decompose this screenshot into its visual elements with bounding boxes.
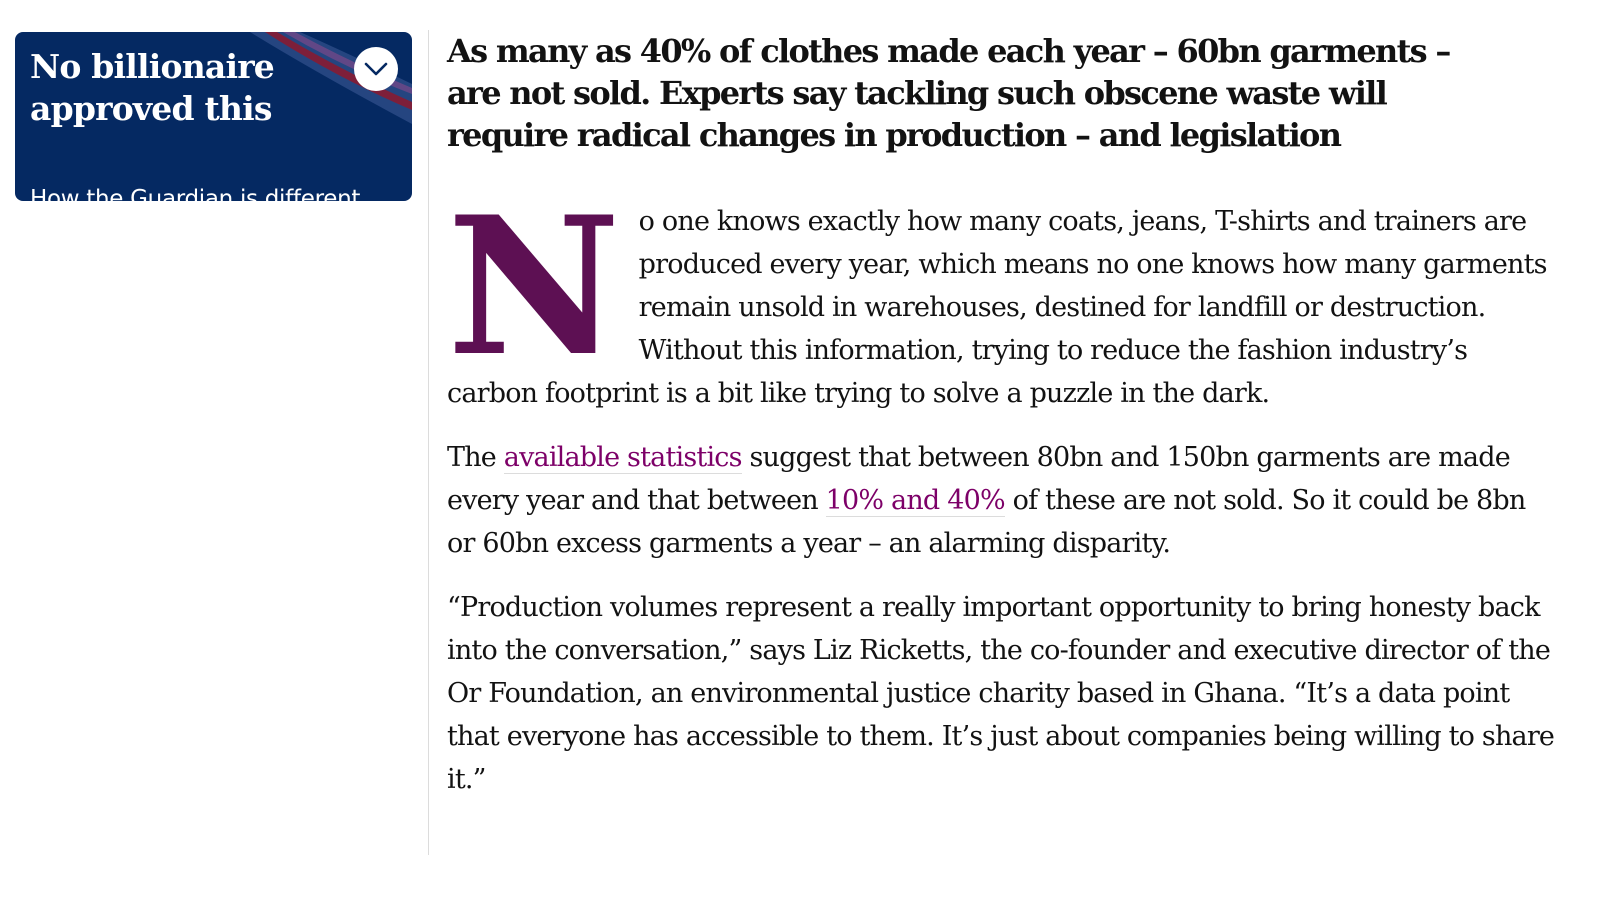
available-statistics-link[interactable]: available statistics: [503, 442, 742, 474]
paragraph-2: The available statistics suggest that be…: [447, 436, 1557, 565]
column-divider: [428, 30, 429, 855]
paragraph-2-text-a: The: [447, 442, 504, 473]
promo-expand-button[interactable]: [354, 47, 398, 91]
paragraph-2-text-b: suggest that between 80bn and 150bn garm…: [447, 442, 1511, 516]
ten-to-forty-percent-link[interactable]: 10% and 40%: [825, 485, 1006, 517]
drop-cap: N: [447, 175, 621, 398]
article-standfirst: As many as 40% of clothes made each year…: [447, 32, 1451, 154]
paragraph-3: “Production volumes represent a really i…: [447, 592, 1555, 795]
promo-subtitle: How the Guardian is different: [30, 186, 361, 201]
promo-card[interactable]: No billionaire approved this How the Gua…: [15, 32, 412, 201]
paragraph-1-text: o one knows exactly how many coats, jean…: [447, 206, 1548, 409]
chevron-down-icon: [364, 62, 388, 76]
promo-title: No billionaire approved this: [30, 47, 275, 128]
paragraph-2-text-c: of these are not sold. So it could be 8b…: [447, 485, 1526, 559]
